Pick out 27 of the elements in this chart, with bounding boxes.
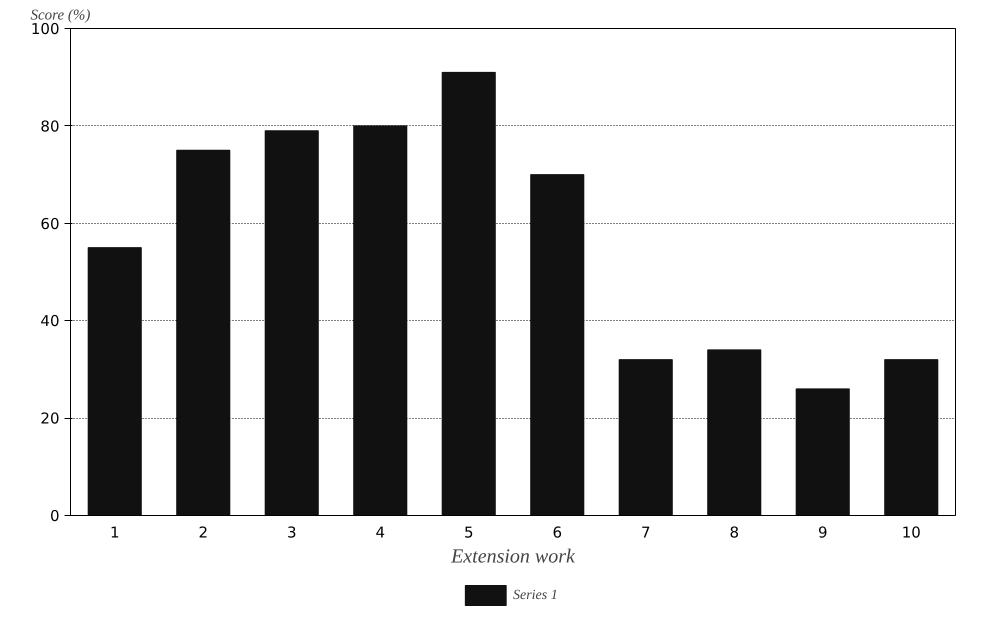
x-tick-label: 4 — [375, 524, 386, 542]
bar — [88, 247, 142, 516]
x-tick-label: 1 — [110, 524, 120, 542]
x-tick-label: 6 — [552, 524, 562, 542]
x-tick-label: 5 — [464, 524, 474, 542]
x-tick-label: 2 — [198, 524, 208, 542]
y-tick-label: 40 — [40, 312, 60, 330]
bar — [442, 72, 496, 516]
y-tick-label: 20 — [40, 410, 60, 428]
legend-label: Series 1 — [513, 588, 558, 603]
bar — [530, 174, 584, 516]
bar — [176, 150, 230, 516]
x-axis-title: Extension work — [450, 546, 576, 568]
y-tick-label: 80 — [40, 117, 60, 136]
x-tick-label: 8 — [729, 524, 740, 542]
y-tick-label: 0 — [50, 507, 60, 525]
bar — [796, 388, 850, 516]
x-tick-label: 3 — [286, 524, 297, 542]
bar — [618, 359, 673, 516]
bar — [884, 359, 938, 516]
bar — [353, 125, 408, 516]
bar — [264, 130, 319, 516]
x-tick-label: 7 — [640, 524, 651, 542]
y-tick-label: 60 — [40, 214, 60, 233]
x-tick-label: 9 — [818, 524, 828, 542]
x-tick-label: 10 — [902, 524, 921, 542]
bar — [707, 349, 762, 516]
